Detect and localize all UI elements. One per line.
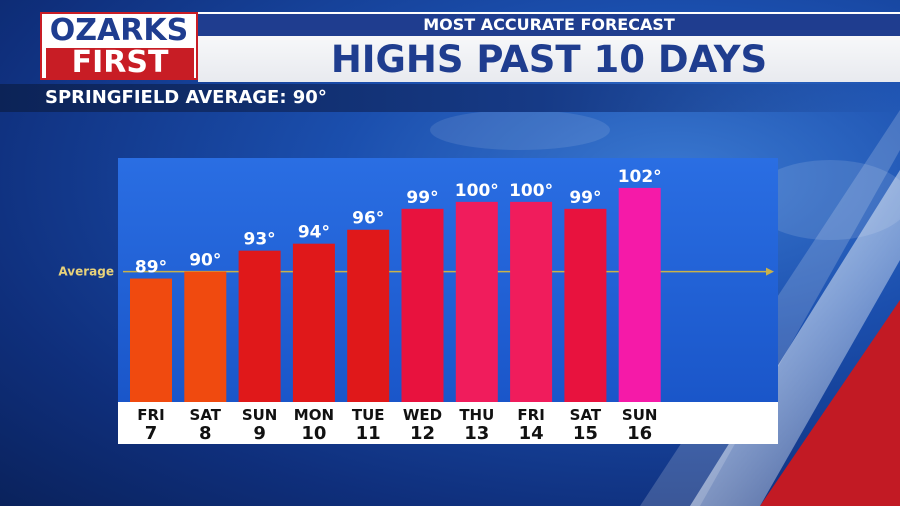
title-banner: MOST ACCURATE FORECAST HIGHS PAST 10 DAY… — [198, 12, 900, 82]
date-label: 14 — [519, 423, 544, 444]
average-banner: SPRINGFIELD AVERAGE: 90° — [0, 84, 900, 112]
bar-value-label: 100° — [455, 181, 499, 201]
date-label: 12 — [410, 423, 435, 444]
temperature-bar — [184, 271, 227, 402]
day-label: FRI — [517, 406, 544, 424]
day-label: SAT — [570, 406, 602, 424]
bar-value-label: 102° — [618, 167, 662, 187]
page-title: HIGHS PAST 10 DAYS — [330, 38, 768, 81]
date-label: 8 — [199, 423, 212, 444]
logo-ozarks-text: OZARKS — [49, 13, 189, 48]
date-label: 7 — [145, 423, 158, 444]
day-label: SAT — [190, 406, 222, 424]
forecast-subtitle: MOST ACCURATE FORECAST — [198, 14, 900, 36]
date-label: 15 — [573, 423, 598, 444]
bar-value-label: 89° — [135, 258, 167, 278]
average-banner-text: SPRINGFIELD AVERAGE: 90° — [45, 87, 327, 108]
day-label: TUE — [352, 406, 385, 424]
bar-value-label: 93° — [244, 230, 276, 250]
cloud-decoration — [430, 110, 610, 150]
temperature-bar — [130, 278, 172, 402]
chart-panel — [118, 158, 778, 402]
average-line-label: Average — [58, 265, 114, 279]
date-label: 9 — [253, 423, 266, 444]
day-label: THU — [459, 406, 494, 424]
date-label: 16 — [627, 423, 652, 444]
ozarks-first-logo: OZARKS FIRST — [40, 12, 198, 80]
bar-value-label: 100° — [509, 181, 553, 201]
temperature-bar — [455, 201, 498, 402]
day-label: MON — [294, 406, 334, 424]
day-label: FRI — [137, 406, 164, 424]
temperature-bar — [292, 243, 335, 402]
temperature-bar — [238, 250, 281, 402]
day-label: SUN — [622, 406, 658, 424]
chart-label-strip — [118, 402, 778, 444]
temperature-bar — [401, 208, 444, 402]
bar-value-label: 90° — [189, 251, 221, 271]
temperature-bar — [347, 229, 390, 402]
bar-value-label: 94° — [298, 223, 330, 243]
bar-value-label: 99° — [569, 188, 601, 208]
date-label: 11 — [356, 423, 381, 444]
temperature-bar — [618, 187, 661, 402]
date-label: 10 — [301, 423, 326, 444]
red-stripe-decoration — [760, 300, 900, 506]
logo-first-text: FIRST — [46, 48, 194, 78]
temperature-bar — [564, 208, 607, 402]
bar-value-label: 96° — [352, 209, 384, 229]
bar-value-label: 99° — [406, 188, 438, 208]
cloud-decoration — [750, 160, 900, 240]
temperature-bar — [510, 201, 553, 402]
date-label: 13 — [464, 423, 489, 444]
day-label: WED — [403, 406, 442, 424]
day-label: SUN — [242, 406, 278, 424]
average-arrow-icon — [766, 267, 774, 276]
